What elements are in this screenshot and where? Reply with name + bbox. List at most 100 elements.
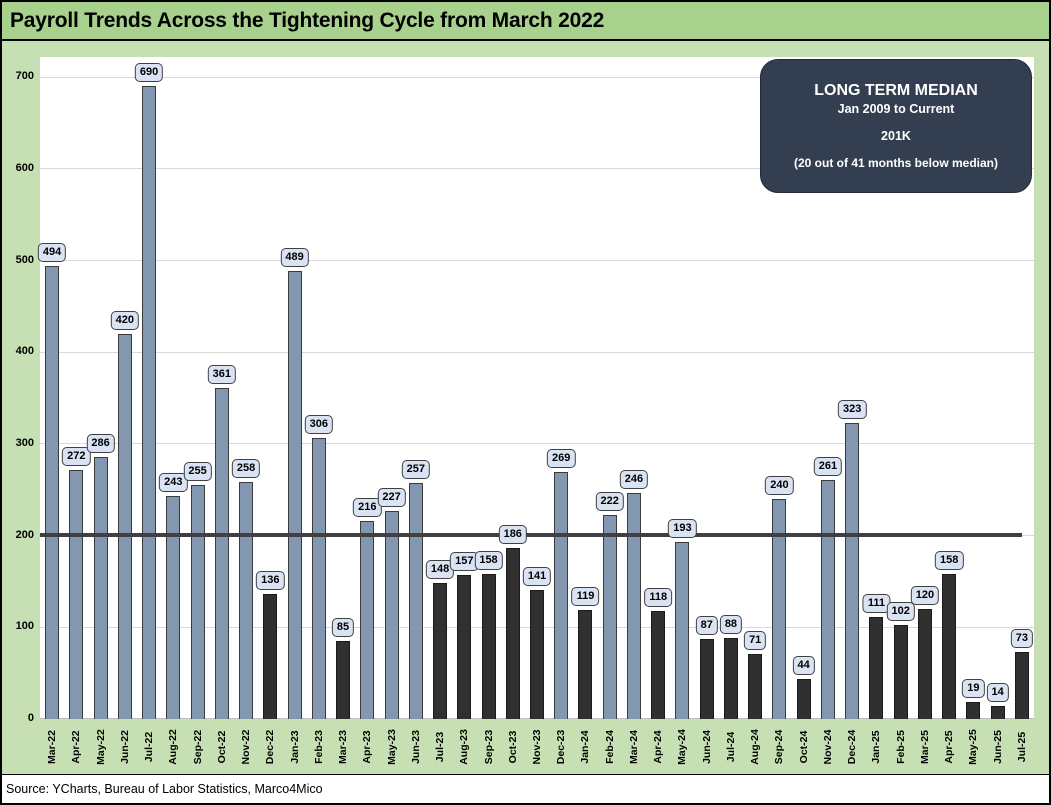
x-axis-tick-label: Nov-24 [821, 729, 834, 765]
x-axis-tick-label: Mar-23 [337, 730, 350, 764]
x-axis-tick-label: Jul-25 [1015, 731, 1028, 763]
bar [820, 480, 835, 719]
bar [384, 511, 399, 719]
x-axis-tick-label: Jun-25 [991, 730, 1004, 764]
x-axis-tick-label: Feb-23 [312, 730, 325, 764]
x-axis-tick-label: Feb-24 [603, 730, 616, 764]
source-strip: Source: YCharts, Bureau of Labor Statist… [2, 774, 1049, 803]
bar [942, 574, 957, 719]
bar [93, 457, 108, 719]
gridline [40, 443, 1034, 445]
median-box-subheading: Jan 2009 to Current [837, 102, 955, 116]
x-axis-tick-label: Mar-22 [46, 730, 59, 764]
bar [626, 493, 641, 719]
bar [311, 438, 326, 719]
gridline [40, 168, 1034, 170]
bar-value-label: 306 [304, 415, 333, 434]
bar-value-label: 193 [668, 519, 697, 538]
y-axis-tick-label: 100 [15, 620, 34, 633]
bar-value-label: 227 [377, 488, 406, 507]
x-axis-tick-label: Oct-24 [797, 730, 810, 764]
bar [214, 388, 229, 719]
title-band: Payroll Trends Across the Tightening Cyc… [2, 2, 1049, 41]
bar-value-label: 243 [159, 473, 188, 492]
x-axis-tick-label: Mar-25 [918, 730, 931, 764]
x-axis-tick-label: Jul-22 [143, 731, 156, 763]
bar [966, 702, 981, 719]
bar-value-label: 494 [37, 243, 67, 262]
x-axis-tick-label: Jul-24 [724, 731, 737, 763]
median-box-heading: LONG TERM MEDIAN [814, 82, 978, 99]
bar-value-label: 158 [474, 551, 503, 570]
x-axis-tick-label: May-25 [967, 729, 980, 765]
bar [408, 483, 423, 719]
bar-value-label: 222 [595, 492, 624, 511]
bar-value-label: 261 [813, 457, 843, 476]
bar-value-label: 118 [644, 588, 673, 607]
bar [287, 271, 302, 719]
bar-value-label: 286 [86, 434, 115, 453]
bar [675, 542, 690, 719]
bar-value-label: 85 [331, 618, 355, 637]
bar-value-label: 87 [695, 616, 718, 635]
x-axis-tick-label: Jan-23 [288, 730, 301, 764]
bar-value-label: 186 [498, 525, 527, 544]
x-axis-tick-label: Dec-22 [264, 729, 277, 765]
x-axis-tick-label: Oct-22 [215, 730, 228, 764]
median-line [40, 532, 1022, 537]
x-axis-tick-label: Sep-22 [191, 729, 204, 765]
median-box-footnote: (20 out of 41 months below median) [793, 156, 999, 170]
bar [845, 423, 860, 719]
bar-value-label: 257 [401, 460, 430, 479]
bar [772, 499, 787, 719]
y-axis-tick-label: 700 [15, 70, 34, 83]
x-axis-tick-label: May-23 [385, 729, 398, 765]
bar [1014, 652, 1029, 719]
x-axis-tick-label: Apr-22 [70, 730, 83, 764]
bar-value-label: 246 [619, 470, 649, 489]
y-axis-tick-label: 600 [15, 161, 34, 174]
y-axis-tick-label: 200 [15, 528, 34, 541]
bar [869, 617, 884, 719]
bar [917, 609, 932, 719]
long-term-median-callout: LONG TERM MEDIAN Jan 2009 to Current 201… [760, 59, 1032, 193]
bar [360, 521, 375, 719]
bar-value-label: 323 [837, 400, 867, 419]
x-axis-tick-label: Aug-24 [749, 729, 762, 765]
x-axis-tick-label: Jun-24 [700, 730, 713, 764]
bar [263, 594, 278, 719]
x-axis-tick-label: May-22 [94, 729, 107, 765]
bar-value-label: 158 [934, 551, 964, 570]
bar [69, 470, 84, 719]
x-axis-tick-label: Nov-22 [240, 729, 253, 765]
x-axis-tick-label: Nov-23 [531, 729, 543, 765]
bar-value-label: 136 [256, 571, 285, 590]
bar-value-label: 240 [765, 476, 794, 495]
bar-value-label: 120 [910, 586, 940, 605]
median-box-value: 201K [881, 129, 911, 143]
x-axis-tick-label: Sep-23 [482, 729, 495, 765]
bar-value-label: 489 [280, 248, 309, 267]
gridline [40, 351, 1034, 353]
bar-value-label: 258 [231, 459, 261, 478]
bar-value-label: 361 [207, 365, 237, 384]
bar [530, 590, 544, 719]
bar [796, 679, 811, 719]
bar [239, 482, 254, 719]
bar [433, 583, 448, 719]
x-axis-tick-label: Sep-24 [773, 729, 786, 765]
x-axis-tick-label: Apr-23 [361, 730, 374, 764]
x-axis-tick-label: Jan-25 [870, 730, 883, 764]
y-axis-tick-label: 300 [15, 436, 34, 449]
bar-value-label: 216 [353, 498, 382, 517]
x-axis-tick-label: Oct-23 [506, 730, 519, 764]
bar [723, 638, 738, 719]
bar [578, 610, 593, 719]
bar [117, 334, 132, 719]
bar [748, 654, 763, 719]
bar-value-label: 73 [1010, 629, 1033, 648]
bar-value-label: 272 [62, 447, 91, 466]
bar-value-label: 19 [962, 679, 985, 698]
bar-value-label: 420 [110, 311, 140, 330]
